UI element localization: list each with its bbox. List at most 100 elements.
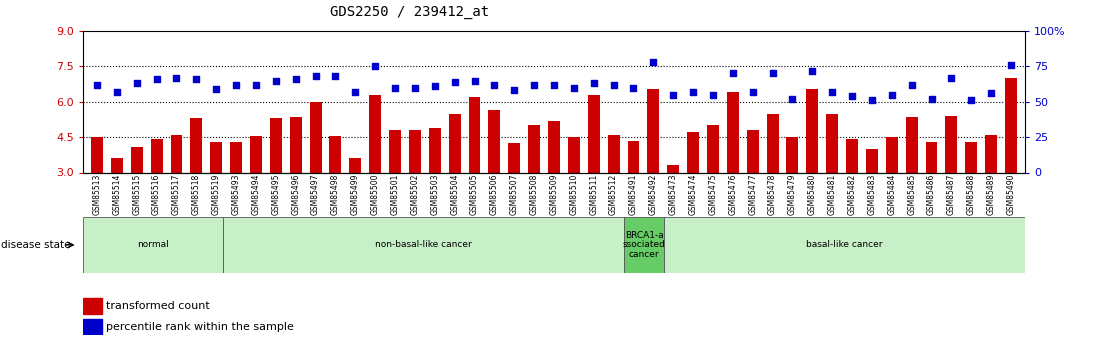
- Point: [704, 92, 721, 97]
- Point: [89, 82, 106, 88]
- Point: [1002, 62, 1019, 68]
- Text: disease state: disease state: [1, 240, 71, 250]
- Point: [823, 89, 841, 95]
- Point: [107, 89, 125, 95]
- Bar: [587, 95, 599, 172]
- Bar: [687, 132, 699, 172]
- Point: [605, 82, 623, 88]
- Bar: [191, 118, 203, 172]
- Point: [863, 98, 881, 103]
- Bar: [91, 137, 103, 172]
- Point: [783, 96, 801, 102]
- Point: [763, 71, 781, 76]
- Bar: [509, 143, 521, 172]
- Point: [347, 89, 365, 95]
- Point: [445, 79, 463, 85]
- Bar: [270, 118, 281, 172]
- Bar: [469, 97, 481, 172]
- Bar: [847, 139, 858, 172]
- Bar: [83, 318, 102, 335]
- Bar: [965, 142, 977, 172]
- Bar: [727, 92, 739, 172]
- Bar: [624, 217, 664, 273]
- Text: basal-like cancer: basal-like cancer: [807, 240, 883, 249]
- Point: [843, 93, 861, 99]
- Point: [465, 78, 483, 83]
- Bar: [647, 89, 659, 172]
- Bar: [627, 141, 639, 172]
- Bar: [289, 117, 301, 172]
- Text: normal: normal: [137, 240, 170, 249]
- Bar: [667, 166, 679, 172]
- Point: [585, 81, 603, 86]
- Bar: [664, 217, 1025, 273]
- Bar: [866, 149, 878, 172]
- Point: [327, 73, 345, 79]
- Bar: [1005, 78, 1017, 172]
- Point: [923, 96, 941, 102]
- Point: [983, 90, 1001, 96]
- Text: non-basal-like cancer: non-basal-like cancer: [376, 240, 472, 249]
- Bar: [309, 102, 321, 172]
- Point: [565, 85, 583, 90]
- Point: [287, 76, 305, 82]
- Point: [367, 63, 384, 69]
- Bar: [885, 137, 897, 172]
- Point: [963, 98, 981, 103]
- Bar: [747, 130, 759, 172]
- Point: [207, 86, 225, 92]
- Point: [247, 82, 265, 88]
- Bar: [224, 217, 624, 273]
- Point: [387, 85, 404, 90]
- Point: [685, 89, 702, 95]
- Bar: [767, 114, 779, 172]
- Point: [127, 81, 145, 86]
- Point: [903, 82, 921, 88]
- Bar: [250, 136, 261, 172]
- Text: transformed count: transformed count: [106, 302, 211, 312]
- Bar: [230, 142, 242, 172]
- Point: [883, 92, 901, 97]
- Bar: [83, 298, 102, 315]
- Bar: [905, 117, 917, 172]
- Bar: [607, 135, 619, 172]
- Bar: [389, 130, 401, 172]
- Bar: [211, 142, 223, 172]
- Point: [803, 68, 821, 73]
- Text: BRCA1-a
ssociated
cancer: BRCA1-a ssociated cancer: [623, 231, 666, 259]
- Bar: [568, 137, 579, 172]
- Bar: [489, 110, 501, 172]
- Bar: [707, 125, 719, 172]
- Bar: [925, 142, 937, 172]
- Bar: [131, 147, 143, 172]
- Bar: [151, 139, 163, 172]
- Point: [187, 76, 205, 82]
- Point: [425, 83, 443, 89]
- Point: [485, 82, 503, 88]
- Point: [267, 78, 285, 83]
- Point: [645, 59, 663, 65]
- Point: [743, 89, 761, 95]
- Bar: [548, 121, 560, 172]
- Point: [147, 76, 165, 82]
- Bar: [409, 130, 421, 172]
- Point: [227, 82, 245, 88]
- Bar: [111, 158, 123, 172]
- Point: [505, 88, 523, 93]
- Bar: [171, 135, 183, 172]
- Bar: [787, 137, 799, 172]
- Text: percentile rank within the sample: percentile rank within the sample: [106, 322, 295, 332]
- Bar: [349, 158, 361, 172]
- Point: [167, 75, 185, 80]
- Point: [943, 75, 961, 80]
- Bar: [945, 116, 957, 172]
- Point: [545, 82, 563, 88]
- Bar: [369, 95, 381, 172]
- Bar: [807, 89, 819, 172]
- Point: [307, 73, 325, 79]
- Bar: [827, 114, 838, 172]
- Bar: [83, 217, 224, 273]
- Bar: [429, 128, 441, 172]
- Point: [724, 71, 741, 76]
- Point: [665, 92, 683, 97]
